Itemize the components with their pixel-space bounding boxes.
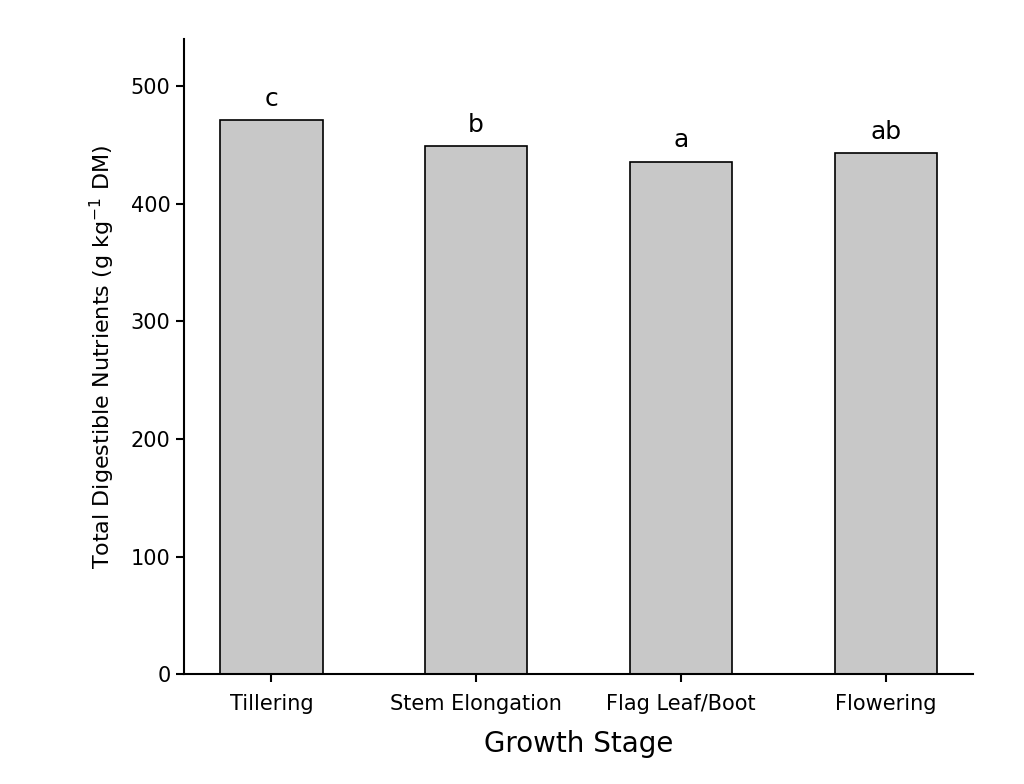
Bar xyxy=(835,154,937,674)
Bar xyxy=(425,147,527,674)
Bar xyxy=(220,121,323,674)
Text: ab: ab xyxy=(870,120,901,144)
Text: a: a xyxy=(674,128,688,152)
Text: b: b xyxy=(468,113,484,137)
Text: c: c xyxy=(264,87,279,111)
Bar xyxy=(630,162,732,674)
X-axis label: Growth Stage: Growth Stage xyxy=(484,731,673,758)
Y-axis label: Total Digestible Nutrients (g kg$^{-1}$ DM): Total Digestible Nutrients (g kg$^{-1}$ … xyxy=(88,144,117,569)
